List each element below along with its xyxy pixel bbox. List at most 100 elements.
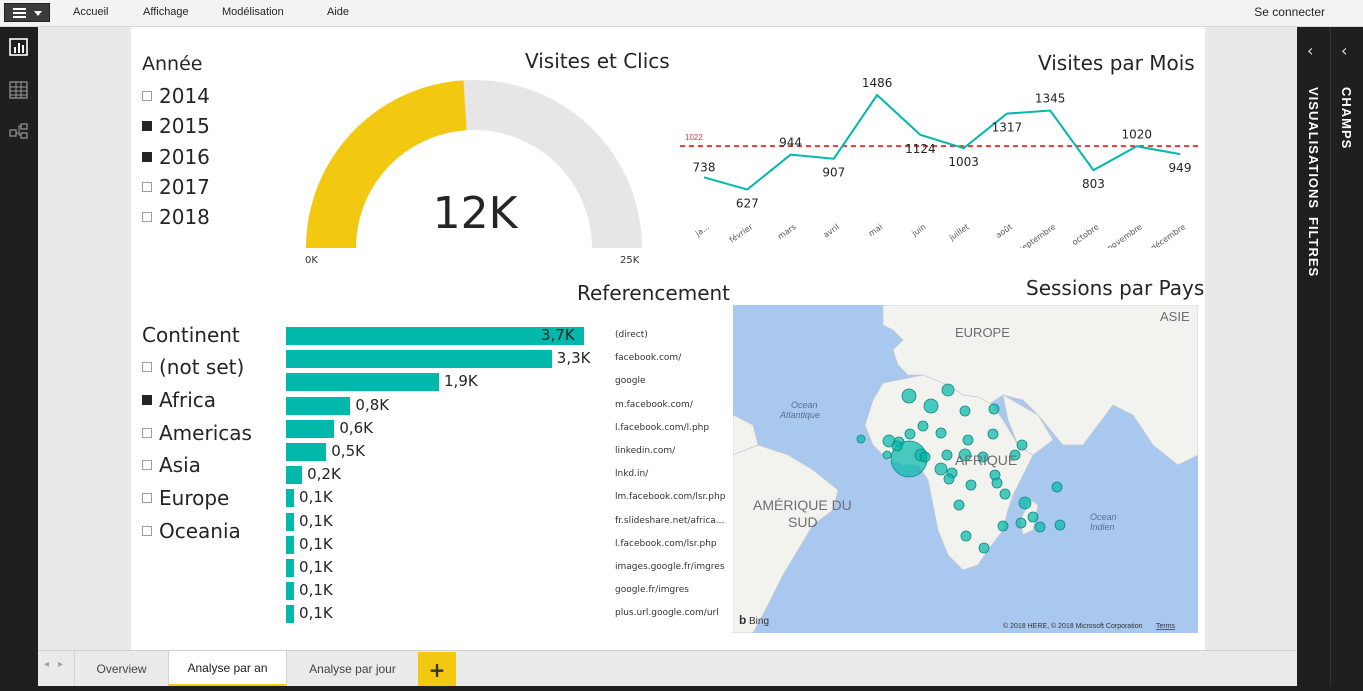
- bar[interactable]: [286, 466, 303, 485]
- sessions-map[interactable]: EUROPE ASIE AFRIQUE AMÉRIQUE DU SUD Ocea…: [732, 304, 1199, 634]
- chevron-left-icon[interactable]: ‹: [1341, 41, 1348, 60]
- bar[interactable]: [286, 443, 327, 461]
- country-bubble[interactable]: [988, 403, 1000, 415]
- year-slicer-item[interactable]: 2014: [142, 84, 210, 108]
- country-bubble[interactable]: [1018, 496, 1032, 510]
- chevron-left-icon[interactable]: ‹: [1307, 41, 1314, 60]
- visualisations-label[interactable]: VISUALISATIONS: [1306, 87, 1321, 210]
- bar[interactable]: [286, 350, 552, 369]
- gauge-chart[interactable]: [300, 75, 650, 255]
- checkbox[interactable]: [142, 212, 152, 223]
- menu-aide[interactable]: Aide: [327, 6, 350, 18]
- tab-overview[interactable]: Overview: [74, 651, 168, 687]
- checkbox[interactable]: [142, 460, 152, 471]
- checkbox[interactable]: [142, 526, 152, 536]
- country-bubble[interactable]: [891, 440, 903, 452]
- checkbox[interactable]: [142, 493, 152, 504]
- tab-analyse-par-jour[interactable]: Analyse par jour: [286, 651, 418, 687]
- country-bubble[interactable]: [941, 383, 955, 397]
- country-bubble[interactable]: [1016, 439, 1028, 451]
- menu-affichage[interactable]: Affichage: [143, 6, 189, 18]
- continent-slicer-item[interactable]: Africa: [142, 388, 216, 412]
- country-bubble[interactable]: [958, 448, 972, 462]
- country-bubble[interactable]: [962, 434, 974, 446]
- country-bubble[interactable]: [991, 477, 1003, 489]
- relationships-view-icon[interactable]: [8, 121, 30, 141]
- country-bubble[interactable]: [941, 449, 953, 461]
- map-terms-link[interactable]: Terms: [1156, 623, 1176, 630]
- menu-icon: [13, 8, 26, 18]
- year-slicer-item[interactable]: 2017: [142, 175, 210, 199]
- map-label-afrique: AFRIQUE: [955, 452, 1017, 468]
- country-bubble[interactable]: [923, 398, 939, 414]
- country-bubble[interactable]: [997, 520, 1009, 532]
- bar[interactable]: [286, 605, 295, 624]
- country-bubble[interactable]: [882, 450, 892, 460]
- country-bubble[interactable]: [935, 427, 947, 439]
- continent-slicer-item[interactable]: Americas: [142, 421, 252, 445]
- year-slicer-item[interactable]: 2016: [142, 145, 210, 169]
- country-bubble[interactable]: [999, 488, 1011, 500]
- checkbox[interactable]: [142, 151, 152, 162]
- bar[interactable]: [286, 535, 295, 554]
- report-view-icon[interactable]: [8, 37, 30, 57]
- continent-slicer-item[interactable]: (not set): [142, 355, 244, 379]
- add-page-button[interactable]: +: [418, 652, 456, 687]
- menu-modelisation[interactable]: Modélisation: [222, 6, 284, 18]
- checkbox[interactable]: [142, 394, 152, 405]
- country-bubble[interactable]: [1054, 519, 1066, 531]
- continent-slicer-item[interactable]: Oceania: [142, 519, 241, 543]
- continent-slicer-item[interactable]: Europe: [142, 486, 229, 510]
- source-label: l.facebook.com/l.php: [615, 422, 710, 433]
- bar[interactable]: [286, 512, 295, 531]
- file-menu-button[interactable]: [4, 3, 50, 22]
- country-bubble[interactable]: [959, 405, 971, 417]
- country-bubble[interactable]: [960, 530, 972, 542]
- bar[interactable]: [286, 489, 295, 508]
- tab-prev-icon[interactable]: ◂: [44, 659, 50, 670]
- year-slicer-item[interactable]: 2015: [142, 114, 210, 138]
- country-bubble[interactable]: [987, 428, 999, 440]
- country-bubble[interactable]: [917, 420, 929, 432]
- country-bubble[interactable]: [934, 462, 948, 476]
- country-bubble[interactable]: [856, 434, 866, 444]
- tab-next-icon[interactable]: ▸: [58, 659, 64, 670]
- checkbox[interactable]: [142, 121, 152, 132]
- bar[interactable]: [286, 327, 584, 345]
- continent-slicer-title: Continent: [142, 323, 240, 347]
- country-bubble[interactable]: [1034, 521, 1046, 533]
- country-bubble[interactable]: [977, 451, 989, 463]
- continent-slicer-item[interactable]: Asia: [142, 453, 201, 477]
- checkbox[interactable]: [142, 181, 152, 192]
- bar[interactable]: [286, 419, 335, 438]
- data-view-icon[interactable]: [8, 80, 30, 100]
- bar[interactable]: [286, 396, 351, 415]
- bar[interactable]: [286, 373, 440, 392]
- bing-logo: b: [739, 613, 746, 627]
- bar[interactable]: [286, 559, 295, 577]
- country-bubble[interactable]: [904, 428, 916, 440]
- bar[interactable]: [286, 582, 295, 601]
- country-bubble[interactable]: [1015, 517, 1027, 529]
- champs-pane[interactable]: ‹ CHAMPS: [1331, 27, 1363, 691]
- tab-analyse-par-an[interactable]: Analyse par an: [168, 651, 286, 687]
- checkbox[interactable]: [142, 427, 152, 438]
- champs-label[interactable]: CHAMPS: [1339, 87, 1354, 150]
- country-bubble[interactable]: [965, 479, 977, 491]
- country-bubble[interactable]: [1027, 511, 1039, 523]
- country-bubble[interactable]: [943, 473, 955, 485]
- country-bubble[interactable]: [919, 451, 931, 463]
- country-bubble[interactable]: [1009, 449, 1021, 461]
- checkbox[interactable]: [142, 91, 152, 101]
- filtres-label[interactable]: FILTRES: [1306, 217, 1321, 278]
- country-bubble[interactable]: [953, 499, 965, 511]
- country-bubble[interactable]: [978, 542, 990, 554]
- checkbox[interactable]: [142, 362, 152, 372]
- menu-accueil[interactable]: Accueil: [73, 6, 109, 18]
- visualisations-pane[interactable]: ‹ VISUALISATIONS FILTRES: [1297, 27, 1331, 691]
- country-bubble[interactable]: [1051, 481, 1063, 493]
- visites-par-mois-chart[interactable]: 1022 738 627 944 907 1486 1124 1003 1317 1345 803 1…: [680, 78, 1200, 248]
- year-slicer-item[interactable]: 2018: [142, 205, 210, 229]
- sign-in-link[interactable]: Se connecter: [1254, 5, 1325, 19]
- country-bubble[interactable]: [901, 388, 917, 404]
